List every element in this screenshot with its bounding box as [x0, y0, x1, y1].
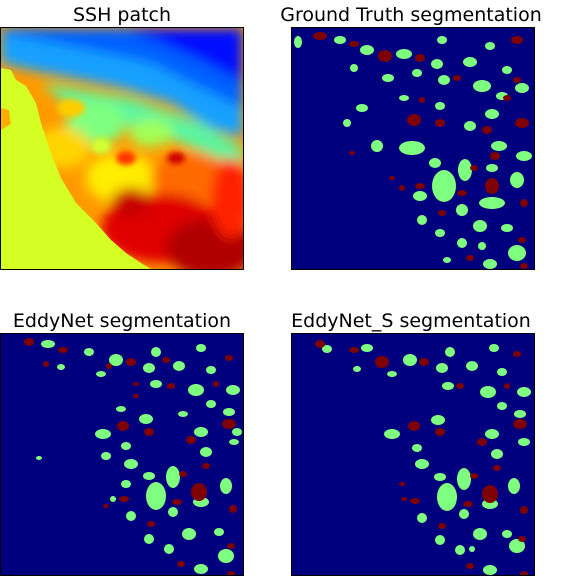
- eddynet-segmentation-image: [0, 333, 244, 576]
- eddynet-s-map: [292, 334, 534, 575]
- ground-truth-map: [292, 28, 534, 269]
- eddynet-s-segmentation-image: [291, 333, 535, 576]
- panel-title-eddynet: EddyNet segmentation: [12, 310, 232, 332]
- panel-title-ssh: SSH patch: [72, 4, 172, 26]
- panel-title-ground-truth: Ground Truth segmentation: [280, 4, 542, 26]
- ssh-heatmap: [1, 28, 243, 269]
- panel-title-eddynet-s: EddyNet_S segmentation: [291, 310, 531, 332]
- ssh-patch-image: [0, 27, 244, 270]
- ground-truth-segmentation-image: [291, 27, 535, 270]
- eddynet-map: [1, 334, 243, 575]
